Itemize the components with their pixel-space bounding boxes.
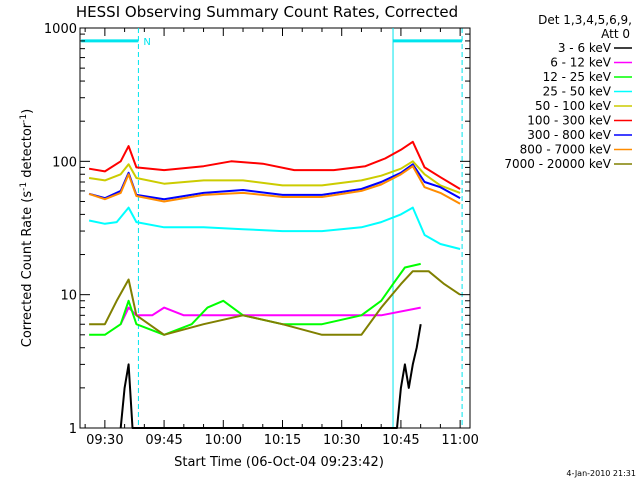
x-tick-label-3: 10:15 <box>264 433 301 448</box>
legend-label-1: 6 - 12 keV <box>550 56 612 70</box>
x-tick-label-0: 09:30 <box>86 433 123 448</box>
chart-title: HESSI Observing Summary Count Rates, Cor… <box>76 3 458 21</box>
night-markers: N <box>81 28 463 428</box>
x-tick-label-1: 09:45 <box>145 433 182 448</box>
legend-header-line2: Att 0 <box>601 27 630 41</box>
legend-label-2: 12 - 25 keV <box>543 70 612 84</box>
x-tick-label-2: 10:00 <box>205 433 242 448</box>
y-tick-label-2: 100 <box>52 155 77 170</box>
series-line-4 <box>88 160 461 194</box>
series-line-5 <box>88 140 461 190</box>
series-line-8 <box>89 270 461 336</box>
x-tick-label-4: 10:30 <box>323 433 360 448</box>
legend-header-line1: Det 1,3,4,5,6,9, <box>538 13 632 27</box>
legend-label-4: 50 - 100 keV <box>535 99 612 113</box>
x-tick-label-5: 10:45 <box>382 433 419 448</box>
series-line-3 <box>88 206 461 250</box>
legend-label-0: 3 - 6 keV <box>558 41 612 55</box>
series-line-0 <box>119 324 422 429</box>
y-tick-label-0: 1 <box>69 422 77 437</box>
generation-timestamp: 4-Jan-2010 21:31 <box>566 469 636 478</box>
legend-label-6: 300 - 800 keV <box>527 128 611 142</box>
x-axis: 09:30 09:45 10:00 10:15 10:30 10:45 11:00 <box>84 28 479 448</box>
y-tick-label-3: 1000 <box>44 22 77 37</box>
series-line-7 <box>88 165 461 205</box>
night-marker-label: N <box>143 37 150 48</box>
legend-label-3: 25 - 50 keV <box>543 85 612 99</box>
y-axis-label: Corrected Count Rate (s-1 detector-1) <box>19 109 35 347</box>
x-tick-label-6: 11:00 <box>441 433 478 448</box>
y-tick-label-1: 10 <box>60 289 77 304</box>
legend-label-5: 100 - 300 keV <box>527 114 611 128</box>
series-layer <box>88 140 461 429</box>
series-line-2 <box>89 262 421 336</box>
y-axis: 1 10 100 1000 <box>44 22 470 437</box>
legend-label-8: 7000 - 20000 keV <box>504 157 611 171</box>
x-axis-label: Start Time (06-Oct-04 09:23:42) <box>174 455 384 470</box>
series-line-6 <box>88 163 461 201</box>
legend-label-7: 800 - 7000 keV <box>520 143 612 157</box>
